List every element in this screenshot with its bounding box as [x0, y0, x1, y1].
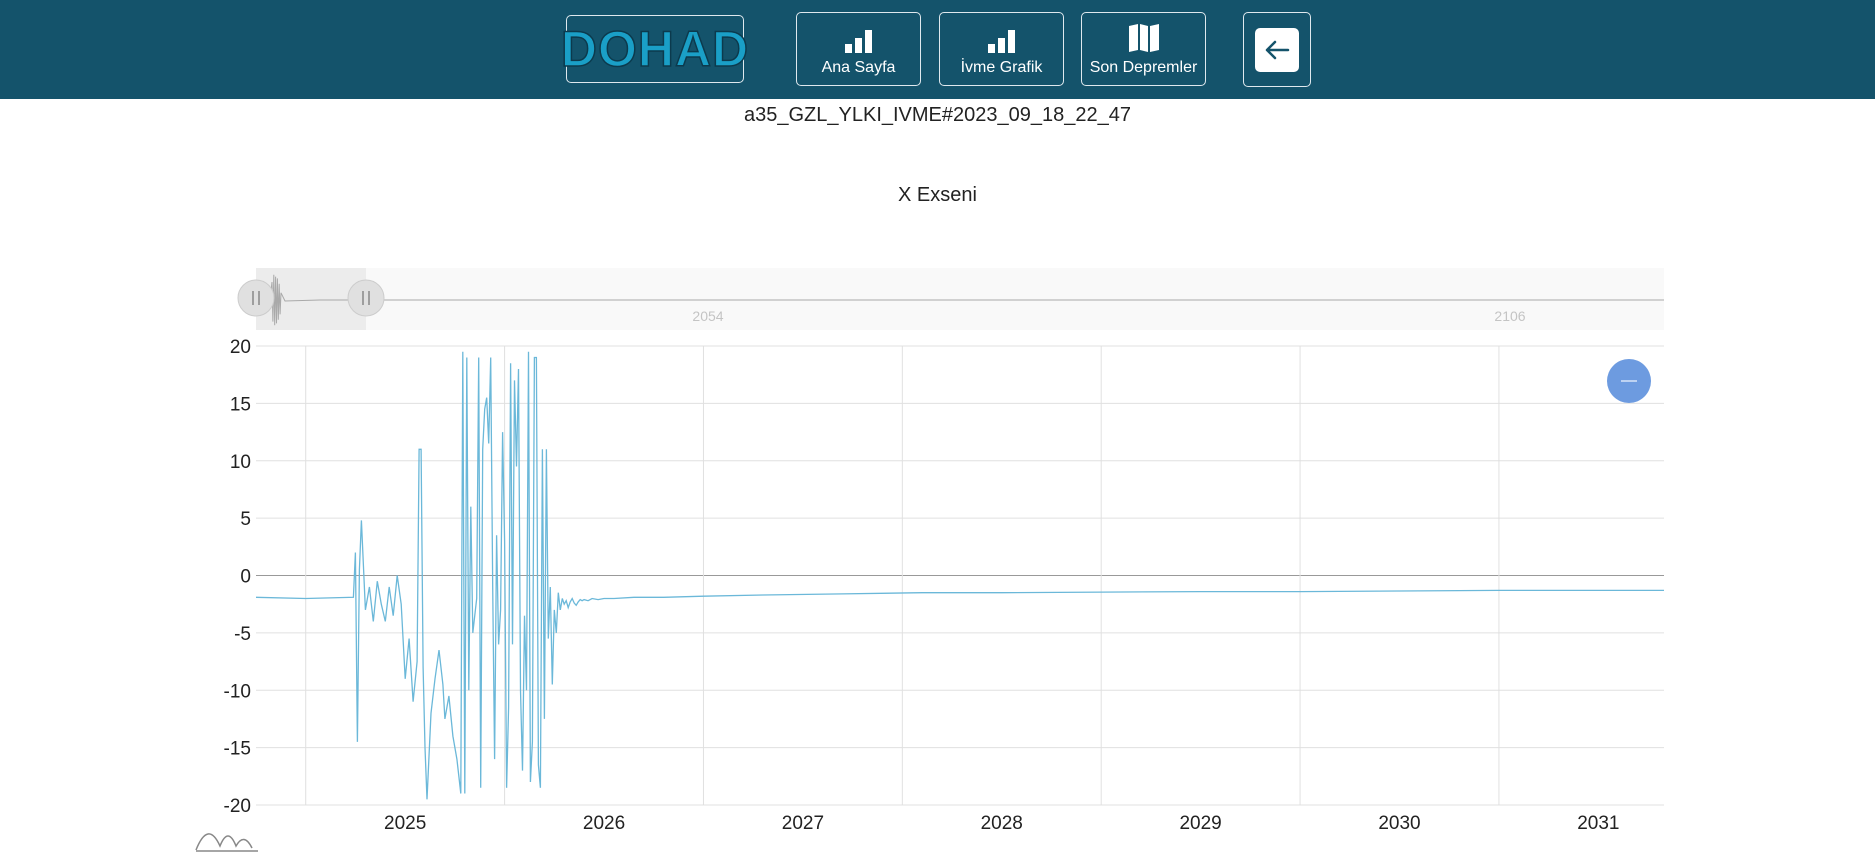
x-tick-label: 2029: [1179, 813, 1221, 834]
logo-text: DOHAD: [560, 20, 750, 78]
nav-button-ana-sayfa[interactable]: Ana Sayfa: [796, 12, 921, 86]
waveform-icon[interactable]: [195, 833, 258, 852]
y-tick-label: -10: [224, 681, 251, 702]
chart-grid: [256, 345, 1664, 806]
x-axis: 2025 2026 2027 2028 2029 2030 2031: [384, 813, 1620, 834]
nav-label: Ana Sayfa: [821, 59, 896, 76]
arrow-left-icon: [1265, 40, 1290, 59]
y-axis: 20 15 10 5 0 -5 -10 -15 -20: [224, 337, 251, 817]
record-title: a35_GZL_YLKI_IVME#2023_09_18_22_47: [744, 104, 1131, 126]
y-tick-label: 20: [230, 337, 251, 358]
y-tick-label: -20: [224, 796, 251, 817]
chart-title: X Exseni: [898, 184, 977, 206]
nav-button-son-depremler[interactable]: Son Depremler: [1081, 12, 1206, 86]
dohad-logo[interactable]: DOHAD: [560, 15, 749, 83]
top-navigation-bar: DOHAD Ana Sayfa İvme Grafik Son Depremle…: [0, 0, 1875, 99]
bar-chart-icon: [844, 25, 874, 53]
y-tick-label: -5: [234, 624, 251, 645]
navigator-left-handle[interactable]: [237, 279, 275, 317]
x-tick-label: 2027: [782, 813, 824, 834]
navigator-tick-label: 2054: [692, 308, 723, 324]
back-button[interactable]: [1243, 12, 1311, 87]
x-tick-label: 2030: [1378, 813, 1420, 834]
y-tick-label: 5: [240, 509, 251, 530]
x-tick-label: 2025: [384, 813, 426, 834]
reset-zoom-button[interactable]: [1607, 359, 1651, 403]
navigator-background: [256, 268, 1664, 330]
navigator-right-handle[interactable]: [347, 279, 385, 317]
nav-label: İvme Grafik: [960, 59, 1043, 76]
y-tick-label: 0: [240, 567, 251, 588]
y-tick-label: -15: [224, 739, 251, 760]
y-tick-label: 15: [230, 394, 251, 415]
nav-button-ivme-grafik[interactable]: İvme Grafik: [939, 12, 1064, 86]
nav-label: Son Depremler: [1089, 59, 1198, 76]
navigator-tick-label: 2106: [1494, 308, 1525, 324]
map-icon: [1128, 24, 1160, 53]
back-button-inner: [1255, 27, 1299, 72]
navigator[interactable]: 2054 2106: [237, 268, 1664, 330]
x-tick-label: 2028: [981, 813, 1023, 834]
y-tick-label: 10: [230, 452, 251, 473]
x-tick-label: 2031: [1577, 813, 1619, 834]
series-line: [255, 351, 1664, 800]
bar-chart-icon: [987, 25, 1017, 53]
x-tick-label: 2026: [583, 813, 625, 834]
